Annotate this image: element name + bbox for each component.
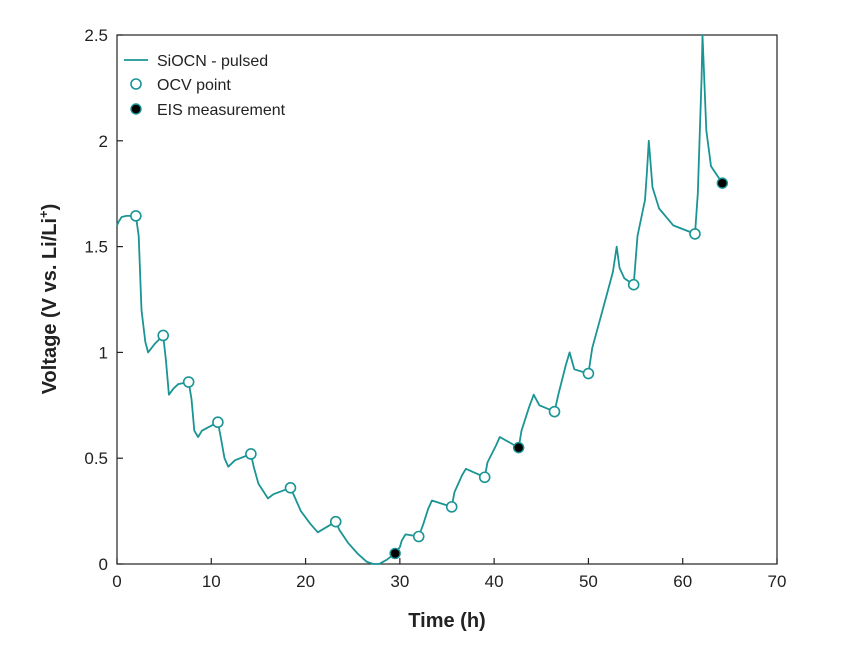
ocv-point (130, 210, 142, 222)
eis-point (389, 547, 401, 560)
y-tick-label: 0 (99, 555, 108, 574)
ocv-point (445, 501, 458, 513)
x-tick-label: 0 (112, 572, 121, 591)
x-tick-label: 30 (390, 572, 409, 591)
y-axis-title-main: Voltage (V vs. Li/Li (39, 218, 61, 394)
ocv-point (329, 515, 342, 528)
y-tick-label: 2.5 (84, 26, 108, 45)
legend-ocv-swatch (130, 78, 142, 90)
legend-label: SiOCN - pulsed (157, 53, 268, 70)
x-tick-label: 50 (579, 572, 598, 591)
series-line-siocn-pulsed (116, 34, 724, 565)
series-layer (116, 34, 729, 565)
x-tick-label: 70 (768, 572, 787, 591)
x-tick-label: 10 (202, 572, 221, 591)
ocv-point (157, 329, 169, 342)
ocv-point (412, 530, 425, 543)
ocv-point (582, 367, 595, 380)
x-tick-label: 40 (485, 572, 504, 591)
y-axis-title-tail: ) (39, 204, 61, 211)
ocv-point (182, 376, 195, 388)
x-axis-title: Time (h) (408, 610, 485, 632)
legend: SiOCN - pulsed OCV point EIS measurement (124, 53, 286, 119)
ocv-point (284, 482, 297, 494)
legend-eis-swatch (130, 103, 142, 115)
y-axis-title: Voltage (V vs. Li/Li+) (36, 204, 61, 395)
y-tick-label: 1 (99, 343, 108, 362)
ocv-point (212, 416, 224, 429)
legend-label: EIS measurement (157, 102, 286, 119)
y-tick-label: 0.5 (84, 449, 108, 468)
ocv-point (548, 405, 561, 418)
eis-point (512, 441, 525, 454)
ocv-point (689, 228, 701, 240)
ocv-point (245, 448, 257, 460)
ocv-point (478, 471, 491, 484)
legend-label: OCV point (157, 77, 231, 94)
x-tick-label: 20 (296, 572, 315, 591)
y-tick-label: 1.5 (84, 238, 108, 257)
plot-frame (116, 34, 778, 565)
y-axis-title-sup: + (36, 210, 51, 218)
axis-ticks: 0 10 20 30 40 50 60 70 0 0.5 1 1.5 2 2.5 (84, 26, 786, 591)
y-tick-label: 2 (99, 132, 108, 151)
ocv-point (627, 278, 640, 291)
eis-point (716, 177, 729, 189)
x-tick-label: 60 (673, 572, 692, 591)
